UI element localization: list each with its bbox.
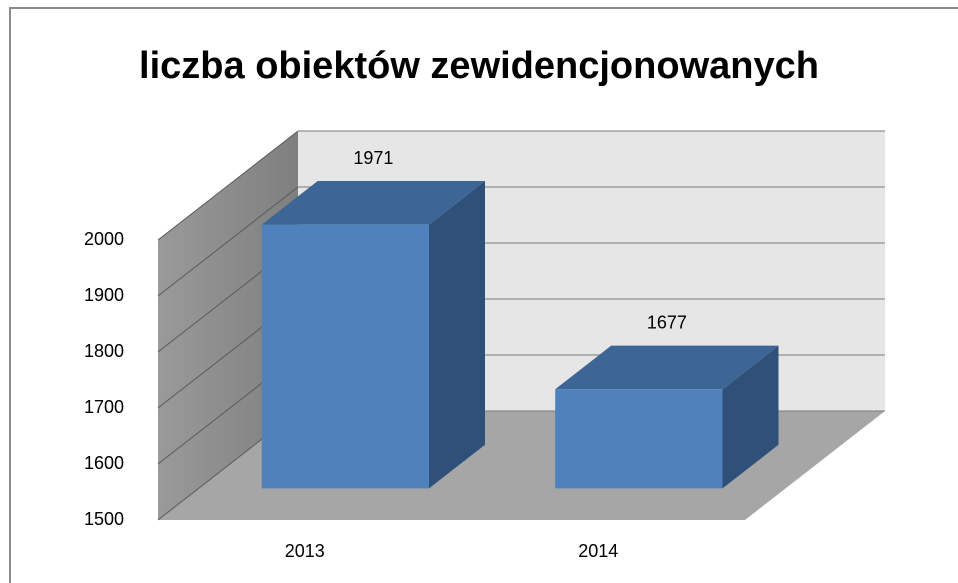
bar-side [722,345,779,489]
bar-top [261,181,485,225]
x-tick-label: 2013 [285,541,325,561]
y-tick-label: 2000 [84,229,124,249]
bar-side [428,181,485,489]
y-tick-label: 1500 [84,509,124,529]
bar-top [555,345,779,390]
grid-line [157,186,299,297]
y-tick-label: 1900 [84,285,124,305]
y-tick-label: 1600 [84,453,124,473]
y-tick-label: 1800 [84,341,124,361]
bar [555,389,723,489]
data-label: 1677 [647,312,687,332]
bar [261,224,429,489]
data-label: 1971 [353,148,393,168]
grid-line [157,130,299,241]
x-tick-label: 2014 [578,541,618,561]
y-tick-label: 1700 [84,397,124,417]
chart-title: liczba obiektów zewidencjonowanych [139,45,819,87]
